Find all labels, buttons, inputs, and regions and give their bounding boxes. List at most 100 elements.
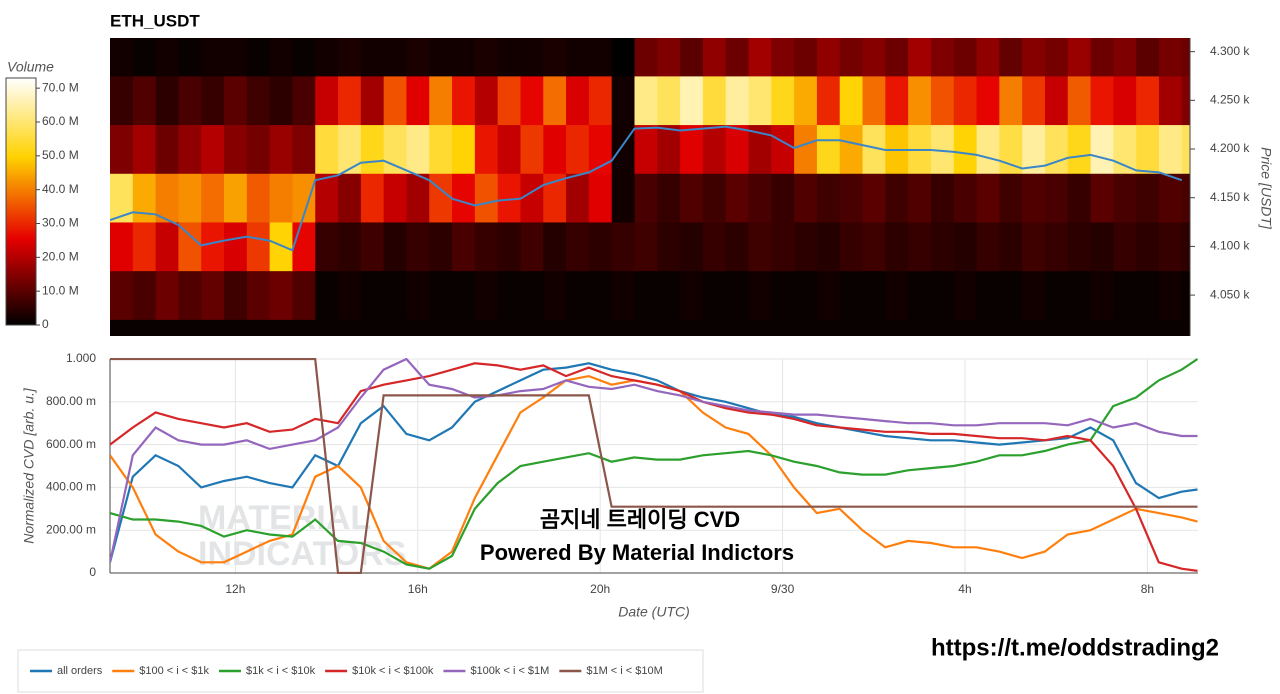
x-axis-title: Date (UTC) — [618, 604, 690, 620]
heat-cell — [132, 38, 157, 77]
x-tick-label: 12h — [225, 582, 245, 596]
heat-cell — [497, 124, 521, 174]
heat-cell — [1136, 319, 1160, 336]
heat-cell — [1022, 173, 1046, 223]
heat-cell — [657, 173, 681, 223]
y-tick-label: 600.00 m — [46, 437, 96, 451]
heat-cell — [725, 173, 749, 223]
heat-cell — [178, 270, 202, 320]
heat-cell — [588, 222, 613, 272]
heat-cell — [201, 270, 225, 320]
heat-cell — [1136, 173, 1160, 223]
heat-cell — [1181, 38, 1190, 77]
colorbar-tick-label: 50.0 M — [42, 148, 79, 162]
heat-cell — [224, 222, 248, 272]
heat-cell — [566, 319, 590, 336]
y-tick-label: 400.00 m — [46, 480, 96, 494]
heat-cell — [406, 270, 430, 320]
heat-cell — [885, 173, 909, 223]
heat-cell — [862, 75, 886, 126]
heatmap — [110, 38, 1190, 336]
heat-cell — [110, 173, 134, 223]
heat-cell — [885, 270, 909, 320]
heat-cell — [953, 75, 977, 126]
heat-cell — [1022, 38, 1046, 77]
heat-cell — [360, 319, 385, 336]
heat-cell — [452, 124, 476, 174]
heat-cell — [1067, 222, 1091, 272]
series-line — [110, 358, 1198, 574]
heat-cell — [360, 222, 385, 272]
heat-cell — [132, 222, 157, 272]
heat-cell — [224, 173, 248, 223]
heat-cell — [224, 319, 248, 336]
heat-cell — [816, 270, 841, 320]
heat-cell — [566, 124, 590, 174]
heat-cell — [1067, 270, 1091, 320]
heat-cell — [178, 124, 202, 174]
heat-cell — [885, 38, 909, 77]
heat-cell — [315, 270, 339, 320]
heat-cell — [794, 75, 818, 126]
heat-cell — [132, 75, 157, 126]
heat-cell — [315, 75, 339, 126]
x-tick-label: 9/30 — [771, 582, 795, 596]
heat-cell — [292, 270, 316, 320]
heat-cell — [292, 38, 316, 77]
heat-cell — [657, 319, 681, 336]
heat-cell — [406, 124, 430, 174]
heat-cell — [1044, 173, 1069, 223]
heat-cell — [452, 173, 476, 223]
heat-cell — [1136, 38, 1160, 77]
heat-cell — [292, 75, 316, 126]
heat-cell — [816, 319, 841, 336]
heat-cell — [155, 173, 179, 223]
colorbar-title: Volume — [7, 59, 54, 75]
heat-cell — [269, 319, 293, 336]
heat-cell — [771, 270, 795, 320]
heat-cell — [999, 124, 1023, 174]
heat-cell — [976, 319, 1000, 336]
y-tick-label: 4.050 k — [1210, 287, 1250, 301]
heat-cell — [1181, 124, 1190, 174]
heat-cell — [360, 173, 385, 223]
heat-cell — [930, 38, 955, 77]
heat-cell — [338, 38, 362, 77]
heat-cell — [634, 270, 658, 320]
heat-cell — [360, 270, 385, 320]
heat-cell — [680, 222, 704, 272]
heat-cell — [588, 270, 613, 320]
heat-cell — [201, 222, 225, 272]
heat-cell — [953, 270, 977, 320]
heat-cell — [999, 38, 1023, 77]
heat-cell — [1113, 124, 1137, 174]
heat-cell — [771, 75, 795, 126]
heat-cell — [588, 173, 613, 223]
heat-cell — [497, 75, 521, 126]
heat-cell — [1181, 173, 1190, 223]
heat-cell — [155, 75, 179, 126]
heat-cell — [566, 270, 590, 320]
heat-cell — [999, 222, 1023, 272]
heat-cell — [474, 124, 499, 174]
heat-cell — [816, 38, 841, 77]
heat-cell — [634, 38, 658, 77]
heat-cell — [885, 319, 909, 336]
heat-cell — [543, 319, 567, 336]
heat-cell — [178, 75, 202, 126]
heat-cell — [338, 124, 362, 174]
heat-cell — [1158, 319, 1183, 336]
heat-cell — [520, 75, 544, 126]
heat-cell — [588, 124, 613, 174]
heat-cell — [611, 173, 635, 223]
heat-cell — [725, 270, 749, 320]
heat-cell — [1136, 75, 1160, 126]
heat-cell — [771, 38, 795, 77]
heat-cell — [406, 75, 430, 126]
heat-cell — [908, 270, 932, 320]
heat-cell — [725, 319, 749, 336]
heat-cell — [224, 75, 248, 126]
heat-cell — [588, 38, 613, 77]
heat-cell — [110, 270, 134, 320]
heat-cell — [269, 124, 293, 174]
